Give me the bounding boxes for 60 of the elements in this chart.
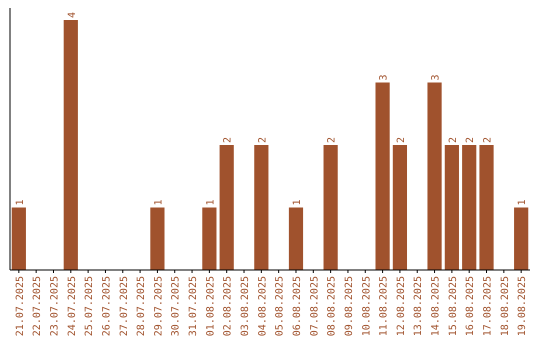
x-tick-label: 08.08.2025 [326, 276, 338, 336]
x-tick-label: 17.08.2025 [482, 276, 494, 336]
x-tick-label: 06.08.2025 [292, 276, 303, 336]
x-tick-label: 19.08.2025 [517, 276, 528, 336]
x-tick-label: 07.08.2025 [309, 276, 320, 336]
x-tick-label: 23.07.2025 [49, 276, 60, 336]
x-tick-label: 26.07.2025 [101, 276, 112, 336]
x-tick-label: 09.08.2025 [344, 276, 355, 336]
data-label: 2 [326, 136, 338, 143]
x-tick-label: 13.08.2025 [413, 276, 424, 336]
x-tick-label: 04.08.2025 [257, 276, 268, 336]
data-label: 1 [517, 199, 528, 206]
x-tick-label: 29.07.2025 [153, 276, 164, 336]
x-tick-label: 30.07.2025 [170, 276, 182, 336]
x-tick-label: 14.08.2025 [430, 276, 442, 336]
x-tick-label: 12.08.2025 [396, 276, 407, 336]
data-label: 1 [153, 199, 164, 206]
data-label: 1 [292, 199, 303, 206]
x-tick-label: 15.08.2025 [448, 276, 459, 336]
data-label: 1 [205, 199, 216, 206]
data-label: 2 [465, 136, 476, 143]
bar [392, 145, 408, 270]
bar [150, 208, 165, 270]
bar [479, 145, 494, 270]
bar [254, 145, 268, 270]
x-tick-label: 02.08.2025 [222, 276, 234, 336]
bar [288, 208, 304, 270]
bar [220, 145, 234, 270]
x-tick-label: 22.07.2025 [32, 276, 44, 336]
x-tick-label: 18.08.2025 [500, 276, 511, 336]
bar [427, 82, 442, 270]
x-tick-label: 03.08.2025 [240, 276, 252, 336]
x-tick-label: 25.07.2025 [84, 276, 96, 336]
x-tick-label: 16.08.2025 [465, 276, 476, 336]
bar [444, 145, 459, 270]
data-label: 3 [430, 74, 442, 80]
x-tick-label: 21.07.2025 [14, 276, 26, 336]
data-label: 2 [257, 136, 268, 143]
x-tick-label: 10.08.2025 [361, 276, 372, 336]
bar [375, 82, 390, 270]
data-label: 2 [482, 136, 494, 143]
x-tick-label: 01.08.2025 [205, 276, 216, 336]
data-label: 2 [448, 136, 459, 143]
data-label: 2 [222, 136, 234, 143]
bar [202, 208, 216, 270]
x-tick-label: 05.08.2025 [274, 276, 286, 336]
x-tick-label: 27.07.2025 [118, 276, 130, 336]
x-tick-label: 24.07.2025 [66, 276, 78, 336]
bar [324, 145, 338, 270]
x-tick-label: 11.08.2025 [378, 276, 390, 336]
bar [514, 208, 528, 270]
x-tick-label: 28.07.2025 [136, 276, 148, 336]
bar [64, 20, 78, 270]
data-label: 4 [66, 12, 78, 18]
bar [462, 145, 476, 270]
bar [12, 208, 26, 270]
x-tick-label: 31.07.2025 [188, 276, 200, 336]
data-label: 1 [14, 199, 26, 206]
data-label: 3 [378, 74, 390, 80]
data-label: 2 [396, 136, 407, 143]
